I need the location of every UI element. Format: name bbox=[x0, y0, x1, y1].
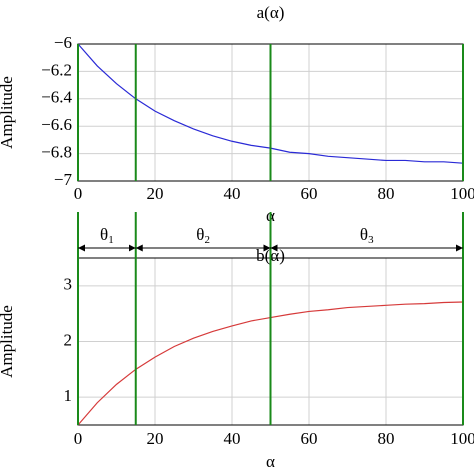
x-tick-label: 100 bbox=[450, 429, 474, 448]
y-axis-label: Amplitude bbox=[0, 76, 16, 149]
annotation-symbol: θ bbox=[100, 225, 108, 244]
x-tick-label: 0 bbox=[74, 184, 83, 203]
annotation-symbol: θ bbox=[360, 225, 368, 244]
x-tick-label: 60 bbox=[301, 429, 318, 448]
y-tick-label: 2 bbox=[64, 330, 73, 349]
y-tick-label: 3 bbox=[64, 275, 73, 294]
x-tick-label: 80 bbox=[378, 429, 395, 448]
y-tick-label: −6 bbox=[54, 33, 72, 52]
y-tick-label: 1 bbox=[64, 386, 73, 405]
x-tick-label: 40 bbox=[224, 429, 241, 448]
annotation-subscript: 1 bbox=[108, 234, 114, 246]
annotation-subscript: 2 bbox=[204, 234, 210, 246]
annotation-label: θ3 bbox=[360, 225, 374, 246]
annotation-subscript: 3 bbox=[368, 234, 374, 246]
chart-title: a(α) bbox=[257, 3, 285, 22]
x-tick-label: 20 bbox=[147, 184, 164, 203]
annotation-symbol: θ bbox=[196, 225, 204, 244]
y-tick-label: −6.8 bbox=[41, 143, 72, 162]
x-tick-label: 100 bbox=[450, 184, 474, 203]
y-axis-label: Amplitude bbox=[0, 305, 16, 378]
y-tick-label: −6.6 bbox=[41, 115, 72, 134]
annotation-label: θ1 bbox=[100, 225, 114, 246]
x-tick-label: 80 bbox=[378, 184, 395, 203]
y-tick-label: −6.2 bbox=[41, 60, 72, 79]
x-tick-label: 20 bbox=[147, 429, 164, 448]
annotation-label: θ2 bbox=[196, 225, 210, 246]
x-tick-label: 40 bbox=[224, 184, 241, 203]
x-tick-label: 0 bbox=[74, 429, 83, 448]
y-tick-label: −6.4 bbox=[41, 88, 72, 107]
x-tick-label: 60 bbox=[301, 184, 318, 203]
y-tick-label: −7 bbox=[54, 170, 73, 189]
x-axis-label: α bbox=[266, 452, 275, 471]
